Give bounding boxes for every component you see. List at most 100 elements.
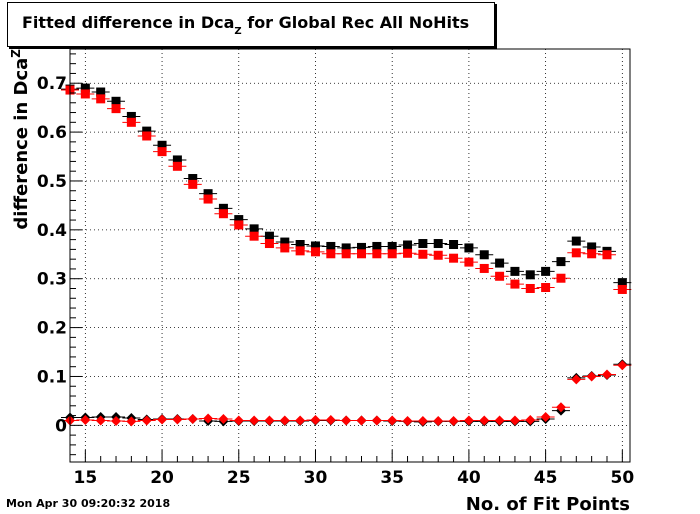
plot-frame <box>69 48 631 463</box>
title-box: Fitted difference in DcaZ for Global Rec… <box>7 2 495 47</box>
data-point <box>341 243 351 253</box>
y-tick-label: 0.3 <box>37 270 67 290</box>
data-point <box>509 415 520 426</box>
data-point <box>402 415 413 426</box>
data-point <box>326 249 336 259</box>
y-axis-label-subscript: Z <box>9 49 23 58</box>
data-point <box>433 250 443 260</box>
y-tick-label: 0.5 <box>37 172 67 192</box>
data-point <box>617 284 627 294</box>
x-tick-label: 30 <box>304 468 328 488</box>
data-point <box>387 241 397 251</box>
data-point <box>387 415 398 426</box>
data-point <box>525 270 535 280</box>
data-point <box>203 194 213 204</box>
data-point <box>295 240 305 250</box>
data-point <box>310 241 320 251</box>
data-point <box>234 215 244 225</box>
data-point <box>326 241 336 251</box>
data-point <box>157 140 167 150</box>
data-point <box>295 415 306 426</box>
y-tick-label: 0.4 <box>37 221 67 241</box>
data-point <box>525 283 535 293</box>
ticks <box>69 53 623 462</box>
data-point <box>187 413 198 424</box>
data-point <box>525 414 536 425</box>
data-point <box>80 414 91 425</box>
data-point <box>218 209 228 219</box>
data-point <box>111 96 121 106</box>
data-point <box>249 231 259 241</box>
timestamp: Mon Apr 30 09:20:32 2018 <box>6 497 171 510</box>
data-point <box>448 415 459 426</box>
data-point <box>495 271 505 281</box>
data-point <box>172 161 182 171</box>
chart-title: Fitted difference in DcaZ for Global Rec… <box>22 13 469 37</box>
y-tick-label: 0 <box>55 416 67 436</box>
x-tick-label: 15 <box>74 468 98 488</box>
data-point <box>249 224 259 234</box>
data-point <box>617 278 627 288</box>
data-point <box>126 111 136 121</box>
title-subscript: Z <box>234 26 242 37</box>
data-point <box>96 87 106 97</box>
data-point <box>111 415 122 426</box>
title-main: Fitted difference in Dca <box>22 13 235 32</box>
data-point <box>556 273 566 283</box>
series-0 <box>61 83 632 288</box>
data-point <box>95 415 106 426</box>
series-layer <box>61 83 632 427</box>
data-point <box>617 360 628 371</box>
data-point <box>295 246 305 256</box>
data-point <box>142 131 152 141</box>
data-point <box>449 240 459 250</box>
data-point <box>571 248 581 258</box>
data-point <box>264 239 274 249</box>
data-point <box>157 147 167 157</box>
data-point <box>356 415 367 426</box>
x-tick-label: 25 <box>227 468 251 488</box>
data-point <box>80 83 90 93</box>
data-point <box>203 189 213 199</box>
data-point <box>372 249 382 259</box>
data-point <box>203 413 214 424</box>
y-axis-label-main: difference in Dca <box>11 58 32 230</box>
data-point <box>279 415 290 426</box>
data-point <box>264 415 275 426</box>
data-point <box>111 104 121 114</box>
data-point <box>80 89 90 99</box>
data-point <box>403 248 413 258</box>
data-point <box>587 249 597 259</box>
data-point <box>157 414 168 425</box>
data-point <box>601 369 612 380</box>
data-point <box>418 239 428 249</box>
data-point <box>233 415 244 426</box>
data-point <box>479 415 490 426</box>
data-point <box>464 243 474 253</box>
data-point <box>188 174 198 184</box>
data-point <box>417 415 428 426</box>
y-tick-label: 0.7 <box>37 74 67 94</box>
data-point <box>341 249 351 259</box>
data-point <box>372 241 382 251</box>
x-tick-label: 20 <box>150 468 174 488</box>
data-point <box>371 415 382 426</box>
data-point <box>341 415 352 426</box>
data-point <box>280 243 290 253</box>
data-point <box>540 412 551 423</box>
data-point <box>571 236 581 246</box>
data-point <box>586 371 597 382</box>
data-point <box>464 257 474 267</box>
x-tick-label: 45 <box>534 468 558 488</box>
data-point <box>479 263 489 273</box>
data-point <box>541 283 551 293</box>
data-point <box>264 231 274 241</box>
tick-labels: 15 20 25 30 35 40 45 50 0 0.1 0.2 0.3 0.4 0.5 0.6 0.7 <box>37 74 634 488</box>
data-point <box>96 94 106 104</box>
data-point <box>280 237 290 247</box>
data-point <box>433 415 444 426</box>
data-point <box>310 247 320 257</box>
data-point <box>418 249 428 259</box>
grid <box>70 49 630 462</box>
title-rest: for Global Rec All NoHits <box>241 13 470 32</box>
